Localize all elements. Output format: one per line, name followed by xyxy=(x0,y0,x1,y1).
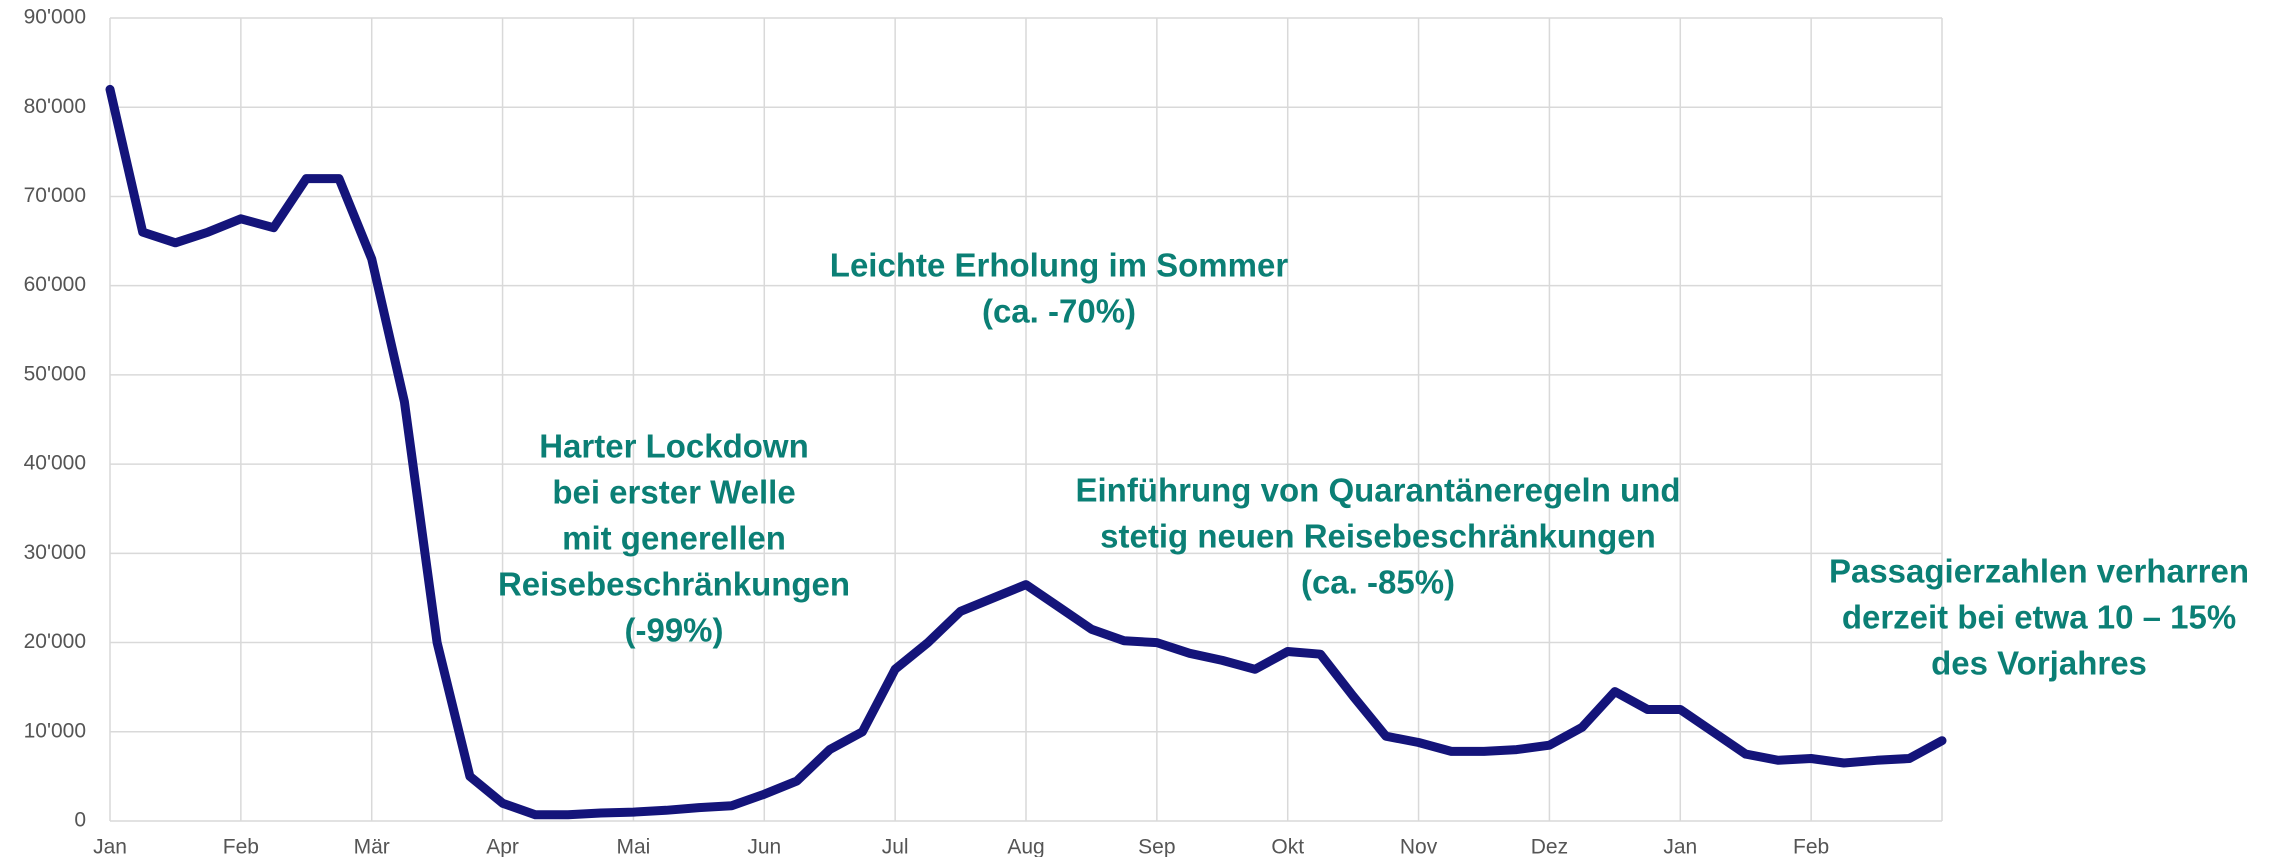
y-tick-label: 40'000 xyxy=(24,452,86,475)
x-tick-label: Jul xyxy=(882,836,909,857)
x-tick-label: Jan xyxy=(1663,836,1697,857)
y-tick-label: 70'000 xyxy=(24,184,86,207)
annotation: mit generellen xyxy=(562,520,786,557)
annotation: des Vorjahres xyxy=(1931,645,2147,682)
annotation: Reisebeschränkungen xyxy=(498,566,850,603)
x-tick-label: Apr xyxy=(486,836,519,857)
annotation: bei erster Welle xyxy=(552,474,795,511)
y-tick-label: 10'000 xyxy=(24,719,86,742)
x-tick-label: Aug xyxy=(1007,836,1044,857)
x-tick-label: Feb xyxy=(1793,836,1829,857)
annotation: Leichte Erholung im Sommer xyxy=(830,247,1289,284)
annotation: Einführung von Quarantäneregeln und xyxy=(1075,472,1680,509)
y-tick-label: 50'000 xyxy=(24,362,86,385)
y-tick-label: 30'000 xyxy=(24,541,86,564)
annotation: stetig neuen Reisebeschränkungen xyxy=(1100,518,1656,555)
x-tick-label: Jan xyxy=(93,836,127,857)
y-tick-label: 80'000 xyxy=(24,95,86,118)
annotation: derzeit bei etwa 10 – 15% xyxy=(1842,599,2236,636)
y-tick-label: 90'000 xyxy=(24,6,86,29)
line-series xyxy=(105,84,1947,820)
x-tick-label: Mai xyxy=(617,836,651,857)
x-tick-label: Jun xyxy=(747,836,781,857)
x-tick-label: Nov xyxy=(1400,836,1438,857)
x-tick-label: Okt xyxy=(1271,836,1304,857)
x-tick-label: Feb xyxy=(223,836,259,857)
y-tick-label: 0 xyxy=(74,809,86,832)
x-tick-label: Dez xyxy=(1531,836,1568,857)
x-tick-label: Sep xyxy=(1138,836,1175,857)
annotation: (ca. -85%) xyxy=(1301,564,1455,601)
annotation: (-99%) xyxy=(624,612,723,649)
x-tick-label: Mär xyxy=(354,836,390,857)
annotation: Passagierzahlen verharren xyxy=(1829,553,2249,590)
annotation: (ca. -70%) xyxy=(982,293,1136,330)
y-tick-label: 20'000 xyxy=(24,630,86,653)
annotation: Harter Lockdown xyxy=(539,428,809,465)
y-tick-label: 60'000 xyxy=(24,273,86,296)
